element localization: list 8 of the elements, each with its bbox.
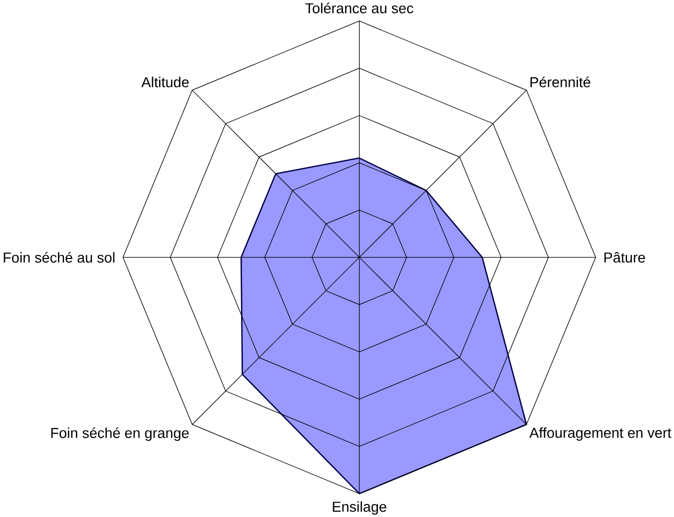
spoke-label: Tolérance au sec [305,2,414,14]
spoke-label: Ensilage [332,501,386,515]
spoke-label: Pâture [604,252,645,262]
spoke-label: Foin séché au sol [4,252,114,263]
spoke-label: Altitude [141,76,189,88]
spoke-label: Pérennité [530,76,590,88]
spoke-label: Affouragement en vert [529,427,672,441]
spoke-label: Foin séché en grange [51,427,189,441]
